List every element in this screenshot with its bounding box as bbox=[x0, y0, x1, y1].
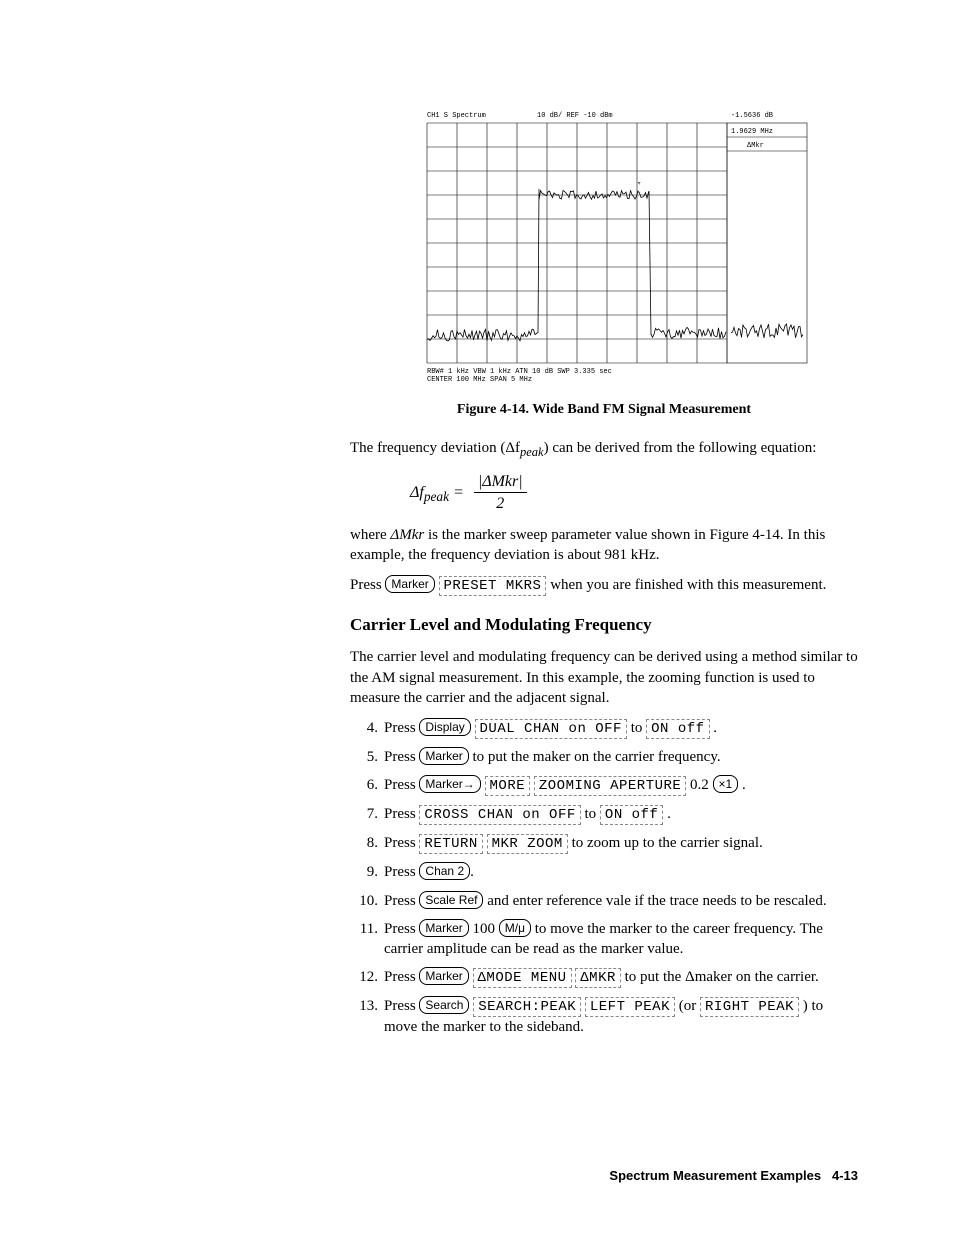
step: 9.Press Chan 2. bbox=[350, 862, 858, 882]
preset-mkrs-softkey: PRESET MKRS bbox=[439, 576, 547, 596]
softkey: ON off bbox=[646, 719, 709, 739]
procedure-steps: 4.Press Display DUAL CHAN on OFF to ON o… bbox=[350, 718, 858, 1038]
svg-text:RBW# 1 kHz VBW 1 kHz: RBW# 1 kHz VBW 1 kHz ATN 10 dB SWP 3.335… bbox=[427, 368, 612, 376]
step: 11.Press Marker 100 M/μ to move the mark… bbox=[350, 919, 858, 960]
svg-text:1.9629 MHz: 1.9629 MHz bbox=[731, 128, 773, 136]
softkey: RIGHT PEAK bbox=[700, 997, 799, 1017]
page: CH1 S Spectrum 10 dB/ REF -10 dBm -1.5636 … bbox=[0, 0, 954, 1235]
step: 5.Press Marker to put the maker on the c… bbox=[350, 747, 858, 767]
svg-text:-1.5636 dB: -1.5636 dB bbox=[731, 112, 773, 120]
hardkey: Chan 2 bbox=[419, 862, 470, 880]
step: 6.Press Marker→ MORE ZOOMING APERTURE 0.… bbox=[350, 775, 858, 796]
step: 12.Press Marker ΔMODE MENU ΔMKR to put t… bbox=[350, 967, 858, 988]
hardkey: Marker bbox=[419, 967, 468, 985]
step: 13.Press Search SEARCH:PEAK LEFT PEAK (o… bbox=[350, 996, 858, 1037]
hardkey: Search bbox=[419, 996, 469, 1014]
softkey: ZOOMING APERTURE bbox=[534, 776, 686, 796]
softkey: DUAL CHAN on OFF bbox=[475, 719, 627, 739]
step: 7.Press CROSS CHAN on OFF to ON off . bbox=[350, 804, 858, 825]
softkey: ΔMKR bbox=[575, 968, 621, 988]
softkey: RETURN bbox=[419, 834, 482, 854]
step: 8.Press RETURN MKR ZOOM to zoom up to th… bbox=[350, 833, 858, 854]
softkey: LEFT PEAK bbox=[585, 997, 675, 1017]
para-freq-deviation-intro: The frequency deviation (Δfpeak) can be … bbox=[350, 438, 858, 461]
softkey: MORE bbox=[485, 776, 531, 796]
step: 4.Press Display DUAL CHAN on OFF to ON o… bbox=[350, 718, 858, 739]
softkey: SEARCH:PEAK bbox=[473, 997, 581, 1017]
para-carrier-intro: The carrier level and modulating frequen… bbox=[350, 647, 858, 708]
svg-text:▿: ▿ bbox=[637, 180, 641, 188]
svg-text:CENTER 100 MHz: CENTER 100 MHz SPAN 5 MHz bbox=[427, 376, 532, 384]
hardkey: Scale Ref bbox=[419, 891, 483, 909]
para-preset-mkrs: Press Marker PRESET MKRS when you are fi… bbox=[350, 575, 858, 596]
hardkey: Display bbox=[419, 718, 470, 736]
hardkey: Marker bbox=[419, 747, 468, 765]
softkey: ΔMODE MENU bbox=[473, 968, 572, 988]
svg-text:10 dB/ REF -10 dBm: 10 dB/ REF -10 dBm bbox=[537, 112, 613, 120]
svg-text:CH1 S Spectrum: CH1 S Spectrum bbox=[427, 112, 486, 120]
spectrum-plot: CH1 S Spectrum 10 dB/ REF -10 dBm -1.5636 … bbox=[399, 105, 809, 395]
section-carrier-level: Carrier Level and Modulating Frequency bbox=[350, 614, 858, 637]
figure-4-14: CH1 S Spectrum 10 dB/ REF -10 dBm -1.5636 … bbox=[350, 105, 858, 395]
hardkey: Marker→ bbox=[419, 775, 480, 793]
figure-caption: Figure 4-14. Wide Band FM Signal Measure… bbox=[350, 401, 858, 420]
step: 10.Press Scale Ref and enter reference v… bbox=[350, 891, 858, 911]
softkey: ON off bbox=[600, 805, 663, 825]
equation-delta-fpeak: Δfpeak = |ΔMkr| 2 bbox=[410, 471, 858, 515]
hardkey: M/μ bbox=[499, 919, 531, 937]
para-delta-mkr-explain: where ΔMkr is the marker sweep parameter… bbox=[350, 525, 858, 566]
marker-key: Marker bbox=[385, 575, 434, 593]
page-footer: Spectrum Measurement Examples 4-13 bbox=[609, 1167, 858, 1185]
svg-text:ΔMkr: ΔMkr bbox=[747, 142, 764, 150]
hardkey: Marker bbox=[419, 919, 468, 937]
hardkey: ×1 bbox=[713, 775, 739, 793]
softkey: MKR ZOOM bbox=[487, 834, 568, 854]
softkey: CROSS CHAN on OFF bbox=[419, 805, 580, 825]
